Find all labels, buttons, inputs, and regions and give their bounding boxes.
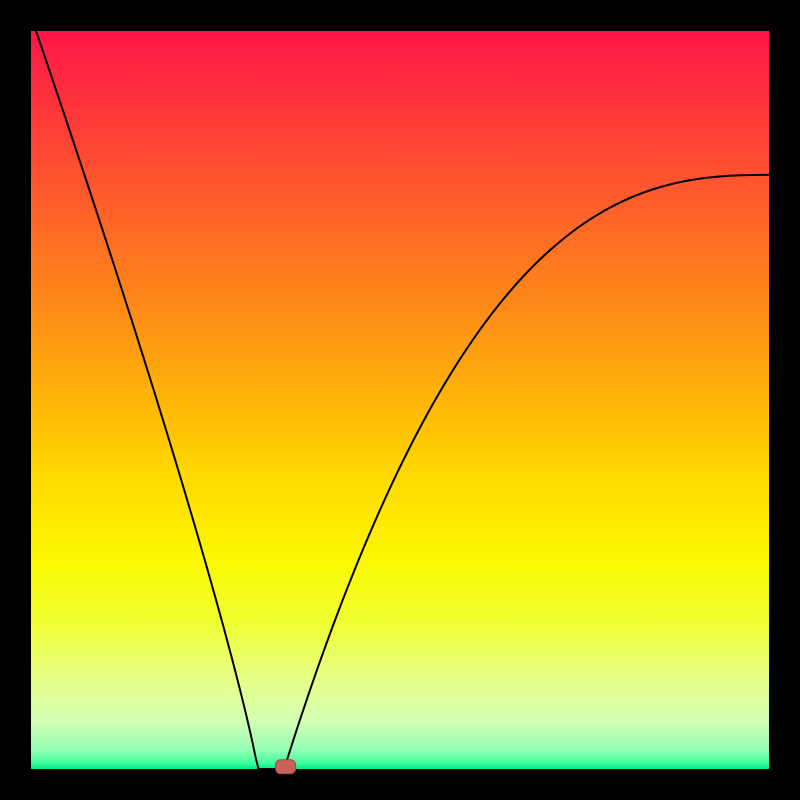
optimum-marker xyxy=(276,760,296,774)
chart-frame: TheBottleneck.com xyxy=(0,0,800,800)
bottleneck-chart xyxy=(0,0,800,800)
plot-background xyxy=(31,31,769,769)
